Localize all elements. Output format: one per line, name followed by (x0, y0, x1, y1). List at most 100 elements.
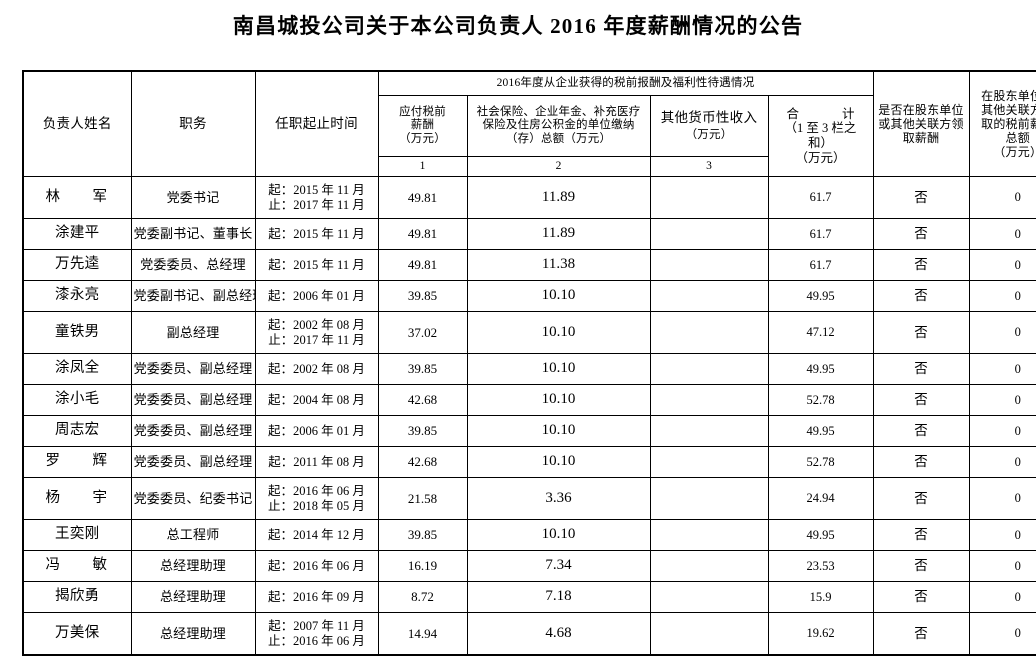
cell-social-insurance: 10.10 (466, 519, 651, 551)
term-end: 止：2017 年 11 月 (268, 332, 365, 347)
term-start: 起：2006 年 01 月 (268, 423, 365, 438)
cell-total: 24.94 (767, 477, 874, 520)
cell-term: 起：2002 年 08 月 (254, 353, 379, 385)
cell-pretax-salary: 39.85 (377, 353, 468, 385)
cell-post: 党委委员、总经理 (130, 249, 256, 281)
table-row: 冯 敏总经理助理 起：2016 年 06 月 16.19 7.34 23.53 否 0 (22, 550, 1036, 582)
col-number-2: 2 (466, 156, 651, 177)
cell-name: 涂凤全 (22, 353, 132, 385)
cell-name: 罗 辉 (22, 446, 132, 478)
total-line2: （1 至 3 栏之 (784, 121, 857, 136)
cell-shareholder-amount: 0 (968, 311, 1036, 354)
col-header-other-income: 其他货币性收入 （万元） (649, 95, 769, 157)
table-row: 涂小毛 党委委员、副总经理 起：2004 年 08 月 42.68 10.10 52.78… (22, 384, 1036, 416)
cell-other-income (649, 384, 769, 416)
cell-pretax-salary: 42.68 (377, 446, 468, 478)
from-holder-line2: 或其他关联方领 (878, 116, 964, 131)
col-header-pretax: 应付税前 薪酬 （万元） (377, 95, 468, 157)
cell-from-shareholder: 否 (872, 218, 970, 250)
total-line3: 和） (807, 136, 833, 150)
cell-post: 党委委员、副总经理 (130, 446, 256, 478)
cell-other-income (649, 353, 769, 385)
cell-term: 起：2015 年 11 月 (254, 249, 379, 281)
cell-social-insurance: 10.10 (466, 446, 651, 478)
cell-name: 杨 宇 (22, 477, 132, 520)
holder-amt-line3: 取的税前薪酬 (981, 116, 1036, 131)
term-start: 起：2016 年 06 月 (268, 558, 365, 573)
cell-social-insurance: 11.89 (466, 218, 651, 250)
cell-term: 起：2004 年 08 月 (254, 384, 379, 416)
cell-term: 起：2016 年 06 月 (254, 550, 379, 582)
cell-shareholder-amount: 0 (968, 612, 1036, 656)
cell-total: 52.78 (767, 384, 874, 416)
cell-social-insurance: 10.10 (466, 384, 651, 416)
term-start: 起：2011 年 08 月 (268, 454, 365, 469)
other-line2: （万元） (685, 128, 733, 141)
col-header-from-shareholder: 是否在股东单位 或其他关联方领 取薪酬 (872, 70, 970, 177)
cell-from-shareholder: 否 (872, 519, 970, 551)
cell-shareholder-amount: 0 (968, 249, 1036, 281)
social-line1: 社会保险、企业年金、补充医疗 (476, 105, 641, 118)
cell-shareholder-amount: 0 (968, 218, 1036, 250)
term-start: 起：2002 年 08 月 (268, 317, 365, 332)
cell-total: 52.78 (767, 446, 874, 478)
table-row: 罗 辉党委委员、副总经理 起：2011 年 08 月 42.68 10.10 52.78… (22, 446, 1036, 478)
cell-total: 49.95 (767, 519, 874, 551)
cell-term: 起：2002 年 08 月止：2017 年 11 月 (254, 311, 379, 354)
cell-post: 总经理助理 (130, 550, 256, 582)
cell-shareholder-amount: 0 (968, 280, 1036, 312)
social-line2: 保险及住房公积金的单位缴纳 (482, 119, 635, 132)
cell-social-insurance: 7.34 (466, 550, 651, 582)
cell-from-shareholder: 否 (872, 550, 970, 582)
table-body: 林 军党委书记 起：2015 年 11 月止：2017 年 11 月 49.81 11… (22, 176, 1036, 656)
table-row: 万美保 总经理助理 起：2007 年 11 月止：2016 年 06 月 14.94 4… (22, 612, 1036, 656)
cell-from-shareholder: 否 (872, 280, 970, 312)
cell-name: 万先逵 (22, 249, 132, 281)
col-header-social-insurance: 社会保险、企业年金、补充医疗 保险及住房公积金的单位缴纳 （存）总额（万元） (466, 95, 651, 157)
table-row: 涂建平 党委副书记、董事长 起：2015 年 11 月 49.81 11.89 61.7 否… (22, 218, 1036, 250)
cell-post: 党委副书记、副总经理 (130, 280, 256, 312)
cell-total: 49.95 (767, 415, 874, 447)
holder-amt-line4: 总额 (1005, 131, 1030, 146)
cell-shareholder-amount: 0 (968, 176, 1036, 219)
cell-name: 王奕刚 (22, 519, 132, 551)
cell-post: 党委委员、副总经理 (130, 415, 256, 447)
cell-social-insurance: 3.36 (466, 477, 651, 520)
col-header-term: 任职起止时间 (254, 70, 379, 177)
col-header-post: 职务 (130, 70, 256, 177)
other-line1: 其他货币性收入 (660, 109, 758, 125)
cell-social-insurance: 11.89 (466, 176, 651, 219)
term-start: 起：2016 年 09 月 (268, 589, 365, 604)
cell-shareholder-amount: 0 (968, 353, 1036, 385)
cell-pretax-salary: 21.58 (377, 477, 468, 520)
cell-post: 副总经理 (130, 311, 256, 354)
cell-shareholder-amount: 0 (968, 415, 1036, 447)
term-start: 起：2006 年 01 月 (268, 288, 365, 303)
cell-post: 党委委员、纪委书记 (130, 477, 256, 520)
header-row-subtitles: 应付税前 薪酬 （万元） 社会保险、企业年金、补充医疗 保险及住房公积金的单位缴… (23, 95, 1036, 177)
holder-amt-line2: 其他关联方领 (981, 102, 1036, 117)
term-start: 起：2015 年 11 月 (268, 182, 365, 197)
pretax-line3: （万元） (399, 132, 446, 145)
cell-total: 61.7 (767, 218, 874, 250)
col-header-group-2016: 2016年度从企业获得的税前报酬及福利性待遇情况 (377, 70, 874, 96)
cell-other-income (649, 612, 769, 656)
cell-shareholder-amount: 0 (968, 446, 1036, 478)
cell-total: 19.62 (767, 612, 874, 656)
cell-pretax-salary: 39.85 (377, 519, 468, 551)
cell-pretax-salary: 49.81 (377, 249, 468, 281)
cell-social-insurance: 4.68 (466, 612, 651, 656)
cell-term: 起：2006 年 01 月 (254, 280, 379, 312)
table-row: 漆永亮 党委副书记、副总经理 起：2006 年 01 月 39.85 10.10 49.9… (22, 280, 1036, 312)
cell-total: 47.12 (767, 311, 874, 354)
term-start: 起：2004 年 08 月 (268, 392, 365, 407)
cell-pretax-salary: 14.94 (377, 612, 468, 656)
cell-social-insurance: 11.38 (466, 249, 651, 281)
from-holder-line1: 是否在股东单位 (878, 102, 964, 117)
cell-pretax-salary: 49.81 (377, 176, 468, 219)
cell-social-insurance: 10.10 (466, 353, 651, 385)
pretax-line1: 应付税前 (399, 105, 446, 118)
cell-term: 起：2007 年 11 月止：2016 年 06 月 (254, 612, 379, 656)
page-title: 南昌城投公司关于本公司负责人 2016 年度薪酬情况的公告 (232, 14, 804, 38)
